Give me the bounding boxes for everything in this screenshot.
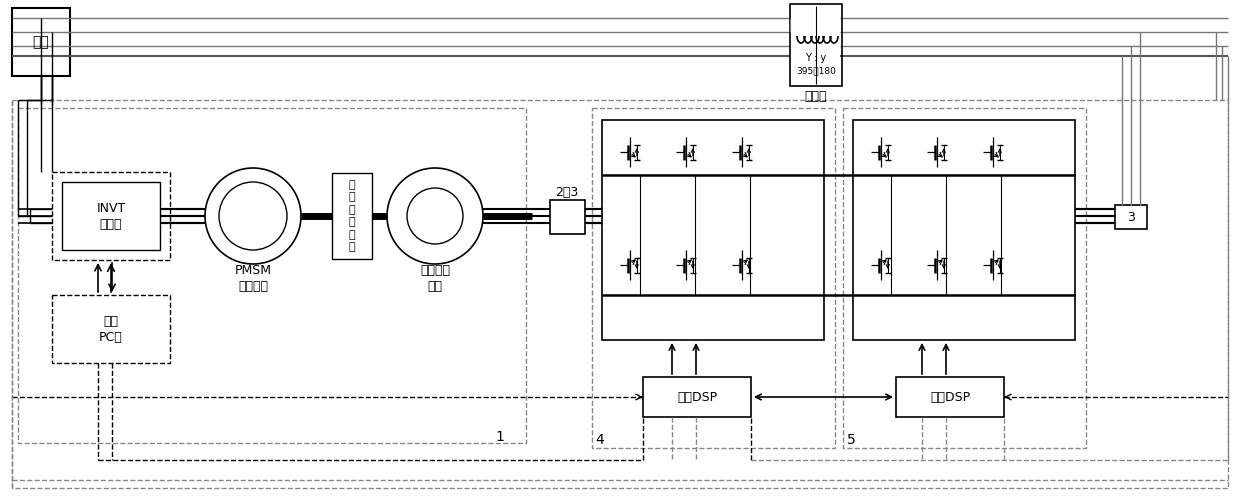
Text: 1: 1 — [496, 430, 505, 444]
Text: 网侧DSP: 网侧DSP — [930, 390, 970, 403]
Bar — [19, 108, 526, 443]
Bar — [591, 108, 835, 448]
Bar — [551, 200, 585, 234]
Bar — [790, 4, 842, 86]
Bar — [897, 377, 1004, 417]
Bar — [853, 120, 1075, 340]
Text: INVT
变频器: INVT 变频器 — [97, 202, 125, 231]
Bar — [52, 295, 170, 363]
Text: 中
间
转
换
装
置: 中 间 转 换 装 置 — [348, 180, 356, 252]
Text: 5: 5 — [847, 433, 856, 447]
Bar — [1115, 205, 1147, 229]
Bar — [12, 100, 1228, 488]
Bar — [52, 172, 170, 260]
Text: PMSM
驱动电机: PMSM 驱动电机 — [234, 263, 272, 292]
Text: 工控
PC机: 工控 PC机 — [99, 315, 123, 344]
Bar — [843, 108, 1086, 448]
Text: 变压器: 变压器 — [805, 90, 827, 103]
Text: 机侧DSP: 机侧DSP — [677, 390, 717, 403]
Text: 永磁直线
电机: 永磁直线 电机 — [420, 263, 450, 292]
Bar — [601, 120, 825, 340]
Bar — [62, 182, 160, 250]
Bar — [12, 8, 69, 76]
Text: 395：180: 395：180 — [796, 67, 836, 76]
Text: 电网: 电网 — [32, 35, 50, 49]
Bar — [644, 377, 751, 417]
Text: 3: 3 — [1127, 211, 1135, 224]
Text: 4: 4 — [595, 433, 604, 447]
Bar — [332, 173, 372, 259]
Text: 2、3: 2、3 — [556, 185, 579, 199]
Text: Y : y: Y : y — [806, 53, 827, 63]
